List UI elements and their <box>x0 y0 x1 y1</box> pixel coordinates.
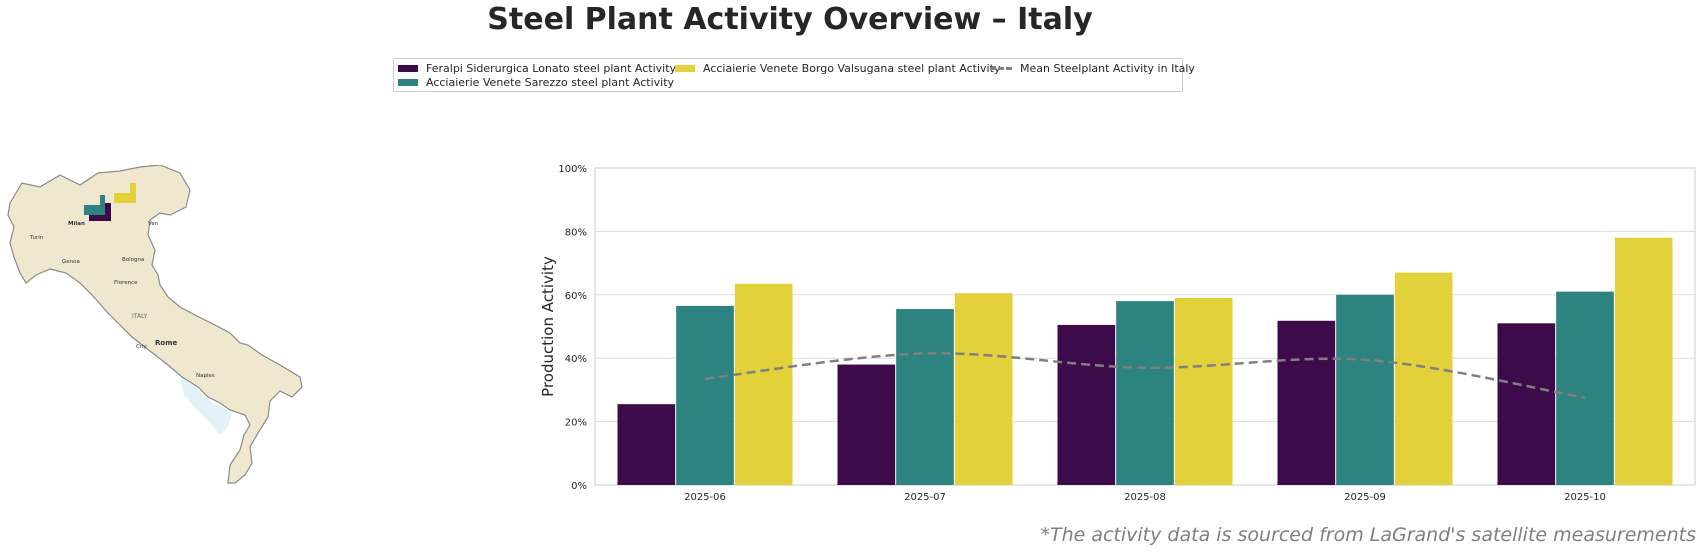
bar <box>1497 323 1556 485</box>
bar <box>896 309 954 485</box>
map-label-ven: Ven <box>148 221 159 227</box>
map-label-city: City <box>136 344 148 350</box>
map-label-naples: Naples <box>196 373 215 379</box>
y-tick-label: 80% <box>565 227 587 238</box>
x-tick-label: 2025-06 <box>684 492 726 503</box>
legend-label-borgo: Acciaierie Venete Borgo Valsugana steel … <box>703 62 1001 75</box>
map-place-labels: Milan Turin Genoa Bologna Florence ITALY… <box>29 221 215 379</box>
legend-swatch-sarezzo <box>398 79 418 86</box>
map-label-bologna: Bologna <box>122 257 144 263</box>
plant-icon-feralpi <box>89 203 111 221</box>
map-label-milan: Milan <box>68 221 85 227</box>
map-coast-water <box>180 377 232 435</box>
bar <box>617 404 676 485</box>
legend-label-feralpi: Feralpi Siderurgica Lonato steel plant A… <box>426 62 677 75</box>
legend-dash-mean <box>990 67 1012 70</box>
bar <box>1556 291 1614 485</box>
legend: Feralpi Siderurgica Lonato steel plant A… <box>393 58 1195 92</box>
bar <box>1277 320 1336 485</box>
y-tick-label: 60% <box>565 291 587 302</box>
x-tick-label: 2025-07 <box>904 492 946 503</box>
italy-map: Milan Turin Genoa Bologna Florence ITALY… <box>7 165 303 484</box>
x-tick-label: 2025-08 <box>1124 492 1166 503</box>
footnote: *The activity data is sourced from LaGra… <box>1040 524 1696 546</box>
bar <box>1336 294 1394 485</box>
plant-icon-borgo <box>114 183 136 203</box>
legend-swatch-feralpi <box>398 65 418 72</box>
y-axis-label: Production Activity <box>539 256 557 397</box>
italy-outline <box>7 165 303 484</box>
legend-item-sarezzo: Acciaierie Venete Sarezzo steel plant Ac… <box>398 76 674 89</box>
x-tick-label: 2025-09 <box>1344 492 1386 503</box>
map-label-genoa: Genoa <box>62 259 80 265</box>
bar <box>837 364 896 485</box>
mean-activity-line <box>704 352 1586 400</box>
y-tick-label: 20% <box>565 418 587 429</box>
bar <box>1116 301 1174 485</box>
map-label-turin: Turin <box>29 235 44 241</box>
y-tick-label: 0% <box>571 481 587 492</box>
bar <box>1614 237 1673 485</box>
legend-item-feralpi: Feralpi Siderurgica Lonato steel plant A… <box>398 62 676 75</box>
bar <box>1057 324 1116 485</box>
chart-title: Steel Plant Activity Overview – Italy <box>487 2 1093 37</box>
map-label-florence: Florence <box>114 280 138 286</box>
bar <box>954 293 1013 485</box>
legend-label-sarezzo: Acciaierie Venete Sarezzo steel plant Ac… <box>426 76 675 89</box>
plant-icon-sarezzo <box>84 195 105 215</box>
legend-label-mean: Mean Steelplant Activity in Italy <box>1020 62 1195 75</box>
bar <box>1174 297 1233 485</box>
x-tick-label: 2025-10 <box>1564 492 1606 503</box>
bar <box>1394 272 1453 485</box>
map-label-rome: Rome <box>155 339 177 347</box>
bar <box>676 305 734 485</box>
legend-item-borgo: Acciaierie Venete Borgo Valsugana steel … <box>675 62 1000 75</box>
bar <box>734 283 793 485</box>
y-tick-label: 40% <box>565 354 587 365</box>
map-label-italy: ITALY <box>132 313 148 320</box>
y-tick-label: 100% <box>558 164 587 175</box>
legend-item-mean: Mean Steelplant Activity in Italy <box>990 62 1195 75</box>
legend-swatch-borgo <box>675 65 695 72</box>
